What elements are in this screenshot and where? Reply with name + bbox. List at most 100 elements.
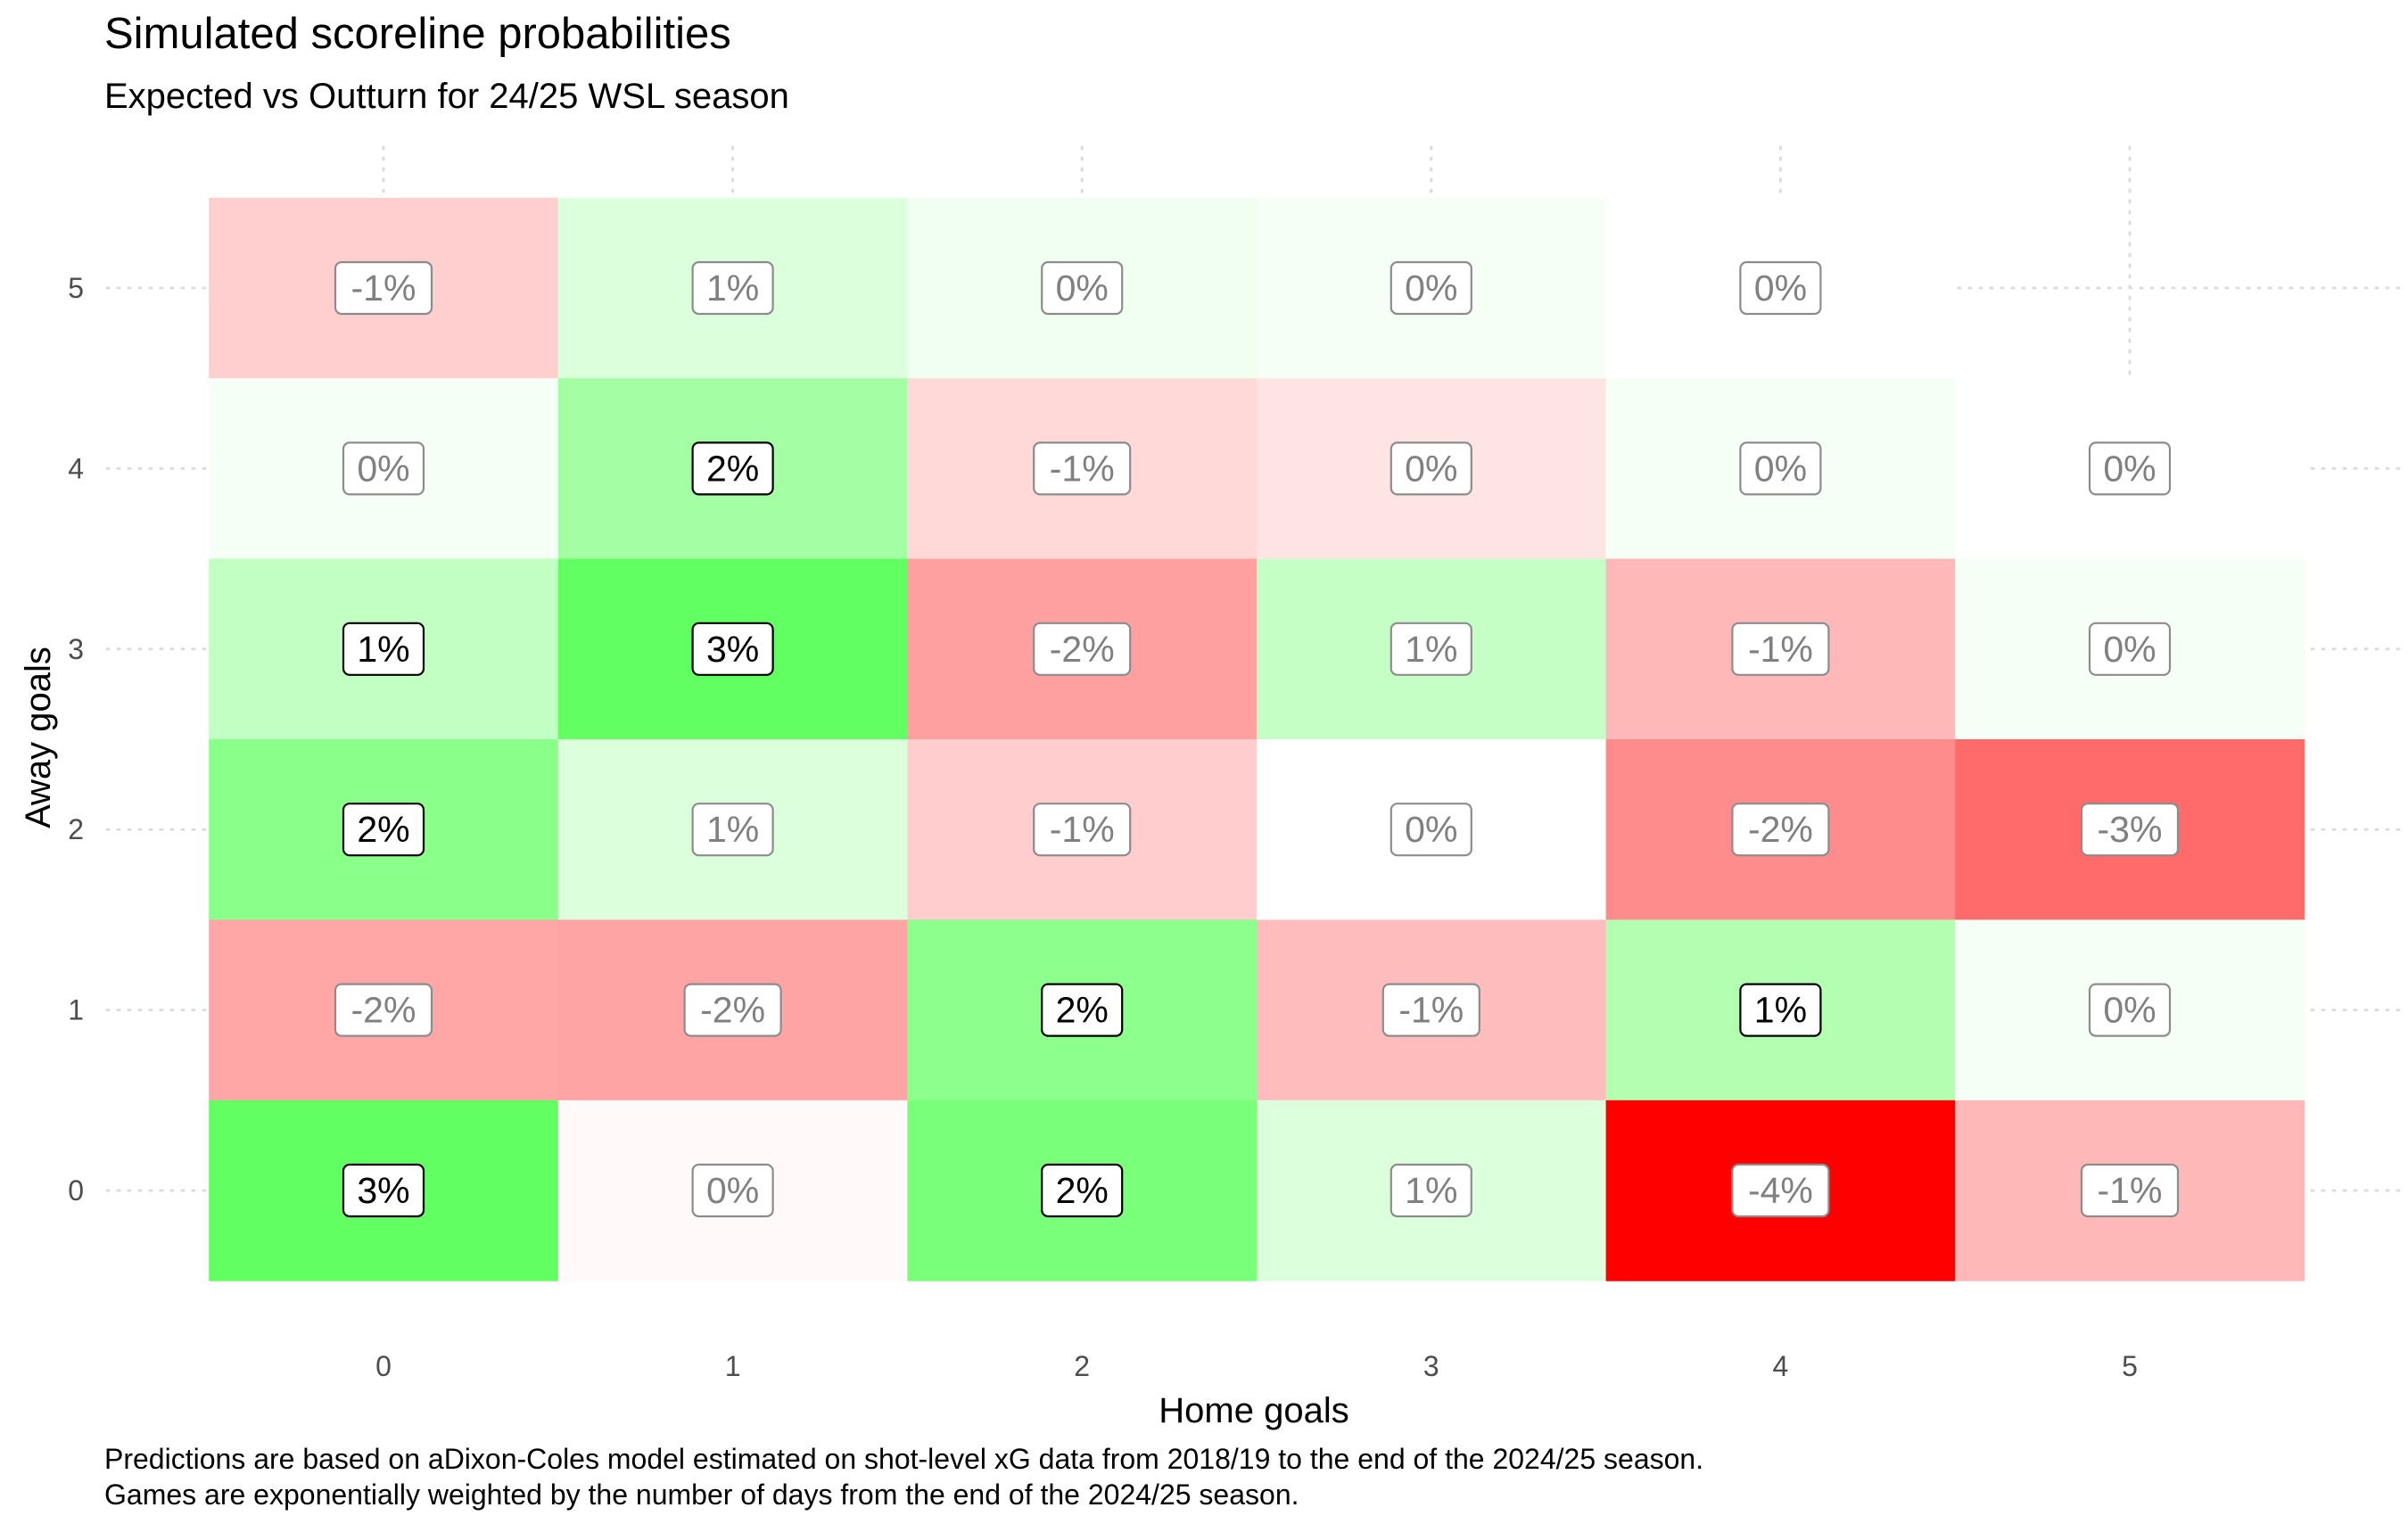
label-text: -1% xyxy=(2098,1170,2163,1211)
cell-label-h0-a2: 2% xyxy=(342,803,425,857)
cell-label-h1-a2: 1% xyxy=(691,803,774,857)
x-axis-ticks: 0 1 2 3 4 5 xyxy=(375,1350,2138,1382)
chart-title: Simulated scoreline probabilities xyxy=(104,10,731,58)
label-box xyxy=(691,622,774,676)
cell-label-h1-a0: 0% xyxy=(691,1163,774,1218)
cell-label-h5-a1: 0% xyxy=(2088,983,2172,1037)
cell-label-h4-a4: 0% xyxy=(1739,441,1822,496)
cell-label-h1-a1: -2% xyxy=(683,983,782,1037)
x-axis-title: Home goals xyxy=(1159,1391,1348,1430)
label-text: -2% xyxy=(1050,629,1115,670)
cell-label-h0-a3: 1% xyxy=(342,622,425,676)
cell-label-h0-a0: 3% xyxy=(342,1163,425,1218)
label-text: -2% xyxy=(351,990,416,1031)
label-text: -2% xyxy=(700,990,765,1031)
label-text: 0% xyxy=(1754,448,1807,489)
cell-label-h3-a3: 1% xyxy=(1390,622,1472,676)
label-box xyxy=(1731,622,1830,676)
label-text: 3% xyxy=(706,629,759,670)
label-box xyxy=(342,1163,425,1218)
label-text: -4% xyxy=(1748,1170,1813,1211)
cell-label-h3-a1: -1% xyxy=(1381,983,1480,1037)
cell-label-h4-a3: -1% xyxy=(1731,622,1830,676)
label-box xyxy=(1390,803,1472,857)
cell-label-h5-a4: 0% xyxy=(2088,441,2172,496)
cell-label-h3-a2: 0% xyxy=(1390,803,1472,857)
label-box xyxy=(342,441,425,496)
cell-label-h0-a4: 0% xyxy=(342,441,425,496)
cell-label-h4-a5: 0% xyxy=(1739,260,1822,316)
x-tick-label-3: 3 xyxy=(1423,1350,1439,1382)
label-text: -2% xyxy=(1748,809,1813,850)
heatmap-cells xyxy=(209,197,2305,1281)
label-box xyxy=(1381,983,1480,1037)
label-text: 0% xyxy=(1754,268,1807,309)
label-text: 1% xyxy=(1754,990,1807,1031)
label-text: 1% xyxy=(1405,629,1457,670)
cell-label-h5-a0: -1% xyxy=(2080,1163,2180,1218)
y-tick-label-1: 1 xyxy=(68,994,84,1026)
cell-label-h2-a4: -1% xyxy=(1033,441,1132,496)
label-text: 1% xyxy=(357,629,409,670)
label-text: -1% xyxy=(351,268,416,309)
label-text: 0% xyxy=(2103,990,2156,1031)
cell-labels: -1% 1% 0% 0% 0% 0% 2% -1% 0% 0% 0% 1% 3% -2% 1% -1% 0% 2%… xyxy=(334,260,2180,1218)
label-box xyxy=(691,1163,774,1218)
label-text: 1% xyxy=(1405,1170,1457,1211)
cell-label-h4-a0: -4% xyxy=(1731,1163,1830,1218)
y-axis-ticks: 0 1 2 3 4 5 xyxy=(68,272,84,1207)
cell-label-h2-a2: -1% xyxy=(1033,803,1132,857)
label-text: 0% xyxy=(1405,268,1457,309)
cell-label-h1-a3: 3% xyxy=(691,622,774,676)
label-text: 2% xyxy=(1056,990,1109,1031)
x-tick-label-5: 5 xyxy=(2122,1350,2138,1382)
label-box xyxy=(2088,441,2172,496)
label-text: 1% xyxy=(706,809,759,850)
x-tick-label-4: 4 xyxy=(1773,1350,1789,1382)
label-box xyxy=(1041,1163,1124,1218)
label-box xyxy=(1041,983,1124,1037)
label-box xyxy=(1739,441,1822,496)
cell-label-h2-a1: 2% xyxy=(1041,983,1124,1037)
cell-label-h3-a0: 1% xyxy=(1390,1163,1472,1218)
cell-label-h0-a5: -1% xyxy=(334,260,433,316)
label-box xyxy=(342,622,425,676)
cell-label-h2-a0: 2% xyxy=(1041,1163,1124,1218)
label-box xyxy=(691,260,774,316)
label-box xyxy=(1390,1163,1472,1218)
x-tick-label-2: 2 xyxy=(1074,1350,1090,1382)
label-box xyxy=(2088,983,2172,1037)
label-box xyxy=(1041,260,1124,316)
cell-label-h1-a4: 2% xyxy=(691,441,774,496)
label-text: 3% xyxy=(357,1170,409,1211)
y-axis-title: Away goals xyxy=(19,647,58,828)
label-box xyxy=(2080,803,2180,857)
label-text: -1% xyxy=(1050,448,1115,489)
label-text: 0% xyxy=(357,448,409,489)
label-box xyxy=(1731,803,1830,857)
caption-line-1: Predictions are based on aDixon-Coles mo… xyxy=(104,1443,1704,1475)
cell-label-h5-a3: 0% xyxy=(2088,622,2172,676)
label-box xyxy=(683,983,782,1037)
y-tick-label-0: 0 xyxy=(68,1174,84,1207)
label-text: 2% xyxy=(357,809,409,850)
label-text: 0% xyxy=(2103,629,2156,670)
label-box xyxy=(1390,622,1472,676)
label-text: -1% xyxy=(1050,809,1115,850)
label-box xyxy=(1033,441,1132,496)
cell-label-h2-a5: 0% xyxy=(1041,260,1124,316)
y-tick-label-2: 2 xyxy=(68,813,84,845)
label-box xyxy=(334,983,433,1037)
y-tick-label-5: 5 xyxy=(68,272,84,304)
label-box xyxy=(691,803,774,857)
y-tick-label-3: 3 xyxy=(68,633,84,665)
label-box xyxy=(1731,1163,1830,1218)
label-text: 0% xyxy=(1056,268,1109,309)
label-text: 0% xyxy=(2103,448,2156,489)
label-text: 0% xyxy=(706,1170,759,1211)
label-text: 0% xyxy=(1405,809,1457,850)
label-box xyxy=(2080,1163,2180,1218)
cell-label-h4-a2: -2% xyxy=(1731,803,1830,857)
label-box xyxy=(1033,803,1132,857)
label-text: 1% xyxy=(706,268,759,309)
